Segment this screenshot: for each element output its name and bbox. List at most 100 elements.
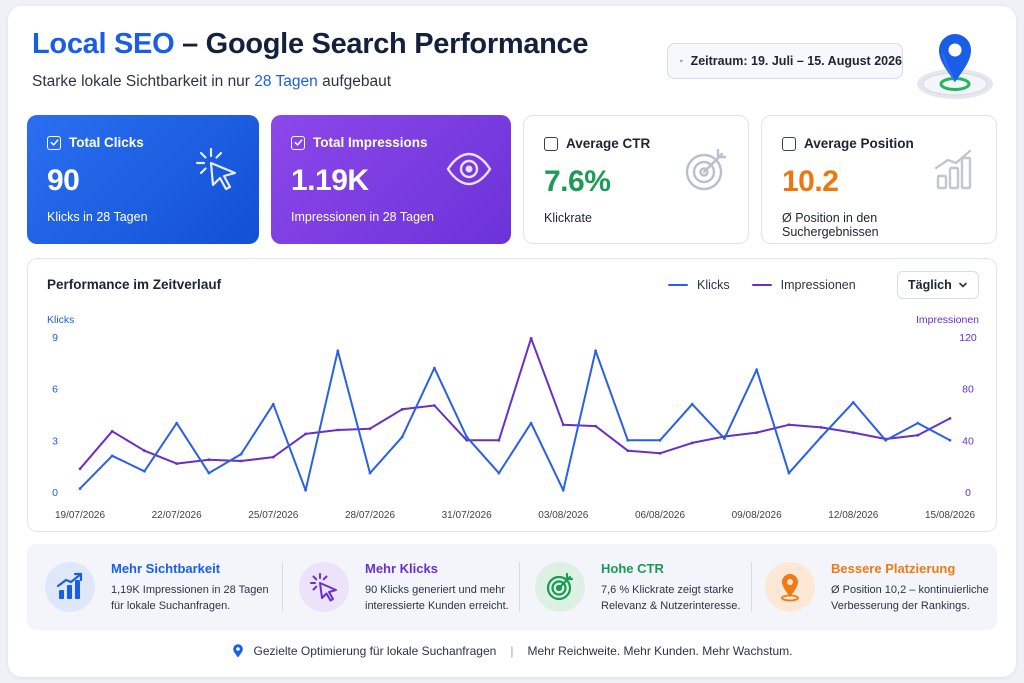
insight-title: Mehr Klicks <box>365 560 438 576</box>
calendar-icon <box>680 59 683 63</box>
performance-chart-panel: Performance im Zeitverlauf Klicks Impres… <box>27 258 997 532</box>
data-point-klicks <box>304 488 307 492</box>
data-point-impressionen <box>143 449 146 453</box>
map-location-pin-icon <box>917 34 993 99</box>
x-tick-label: 06/08/2026 <box>635 510 685 521</box>
insight-desc: Ø Position 10,2 – kontinuierliche Verbes… <box>831 583 989 612</box>
data-point-klicks <box>465 435 469 439</box>
chart-title: Performance im Zeitverlauf <box>47 277 222 292</box>
bar-chart-up-icon <box>45 562 95 612</box>
y-tick-left: 0 <box>52 487 58 499</box>
data-point-klicks <box>271 402 275 406</box>
kpi-label: Average Position <box>804 136 914 151</box>
location-pin-icon <box>232 644 243 658</box>
divider <box>751 562 752 612</box>
data-point-impressionen <box>304 432 307 436</box>
target-icon <box>535 562 585 612</box>
checkbox-icon <box>782 136 796 151</box>
data-point-klicks <box>239 452 243 456</box>
data-point-impressionen <box>948 417 952 420</box>
check-icon <box>47 135 61 150</box>
insight-title: Hohe CTR <box>601 560 664 576</box>
date-range-button[interactable]: Zeitraum: 19. Juli – 15. August 2026 <box>667 43 903 79</box>
insight-desc: 7,6 % Klickrate zeigt starke Relevanz & … <box>601 583 741 612</box>
legend-item-klicks[interactable]: Klicks <box>668 278 730 292</box>
footer-divider: | <box>510 644 514 658</box>
insight-title: Bessere Platzierung <box>831 560 956 576</box>
legend-item-impressionen[interactable]: Impressionen <box>751 278 856 292</box>
chevron-down-icon <box>959 282 967 288</box>
kpi-label: Total Impressions <box>313 135 428 150</box>
data-point-klicks <box>143 469 146 473</box>
data-point-impressionen <box>658 451 662 455</box>
data-point-impressionen <box>110 429 114 433</box>
data-point-klicks <box>433 366 436 370</box>
data-point-klicks <box>110 454 114 458</box>
y-tick-left: 6 <box>52 384 58 396</box>
data-point-klicks <box>884 438 887 442</box>
target-icon <box>685 148 727 191</box>
y-axis-left-label: Klicks <box>47 314 74 326</box>
cursor-click-icon <box>195 147 237 191</box>
location-pin-icon <box>765 562 815 612</box>
y-tick-right: 80 <box>962 384 974 396</box>
series-line-klicks <box>79 349 951 492</box>
data-point-klicks <box>207 471 211 475</box>
cursor-click-icon <box>299 562 349 612</box>
data-point-impressionen <box>497 438 501 442</box>
legend-label: Impressionen <box>780 278 856 292</box>
kpi-note: Klickrate <box>544 211 592 225</box>
data-point-impressionen <box>626 449 630 453</box>
data-point-impressionen <box>368 427 372 431</box>
x-tick-label: 09/08/2026 <box>732 510 782 521</box>
kpi-card-total-impressions[interactable]: Total Impressions 1.19K Impressionen in … <box>271 115 511 244</box>
kpi-value: 10.2 <box>782 165 839 198</box>
footer-left-text: Gezielte Optimierung für lokale Suchanfr… <box>253 644 497 658</box>
data-point-impressionen <box>239 459 243 463</box>
data-point-impressionen <box>78 467 82 471</box>
data-point-impressionen <box>561 423 565 427</box>
legend-label: Klicks <box>697 278 730 292</box>
data-point-impressionen <box>819 426 823 429</box>
check-icon <box>291 135 305 150</box>
data-point-klicks <box>755 368 759 372</box>
insight-ctr: Hohe CTR 7,6 % Klickrate zeigt starke Re… <box>535 544 751 630</box>
granularity-value: Täglich <box>908 278 952 292</box>
data-point-klicks <box>723 437 726 440</box>
kpi-card-average-position[interactable]: Average Position 10.2 Ø Position in den … <box>761 115 997 244</box>
chart-legend: Klicks Impressionen <box>668 278 856 292</box>
y-axis-right-label: Impressionen <box>916 314 979 326</box>
data-point-klicks <box>497 471 501 475</box>
footer-right-text: Mehr Reichweite. Mehr Kunden. Mehr Wachs… <box>527 644 793 658</box>
granularity-select[interactable]: Täglich <box>897 271 979 299</box>
data-point-klicks <box>916 421 920 425</box>
insight-klicks: Mehr Klicks 90 Klicks generiert und mehr… <box>299 544 515 630</box>
divider <box>282 562 283 612</box>
x-tick-label: 22/07/2026 <box>152 510 202 521</box>
kpi-note: Klicks in 28 Tagen <box>47 210 148 224</box>
data-point-impressionen <box>851 431 855 434</box>
y-tick-left: 9 <box>52 332 58 344</box>
x-tick-label: 25/07/2026 <box>248 510 298 521</box>
data-point-impressionen <box>175 462 179 465</box>
data-point-klicks <box>400 435 404 439</box>
kpi-note: Impressionen in 28 Tagen <box>291 210 434 224</box>
data-point-klicks <box>626 438 630 442</box>
bar-chart-icon <box>934 149 972 190</box>
data-point-klicks <box>561 488 565 492</box>
y-tick-right: 120 <box>959 332 977 344</box>
data-point-klicks <box>594 349 597 353</box>
data-point-klicks <box>819 435 823 439</box>
insights-strip: Mehr Sichtbarkeit 1,19K Impressionen in … <box>27 544 997 630</box>
page-subtitle: Starke lokale Sichtbarkeit in nur 28 Tag… <box>32 73 392 90</box>
insight-title: Mehr Sichtbarkeit <box>111 560 221 576</box>
data-point-impressionen <box>787 423 791 427</box>
kpi-card-average-ctr[interactable]: Average CTR 7.6% Klickrate <box>523 115 749 244</box>
data-point-klicks <box>690 402 694 406</box>
data-point-impressionen <box>916 433 920 437</box>
kpi-label: Total Clicks <box>69 135 144 150</box>
kpi-note: Ø Position in den Suchergebnissen <box>782 211 879 239</box>
data-point-klicks <box>336 349 340 353</box>
x-tick-label: 12/08/2026 <box>828 510 878 521</box>
kpi-card-total-clicks[interactable]: Total Clicks 90 Klicks in 28 Tagen <box>27 115 259 244</box>
